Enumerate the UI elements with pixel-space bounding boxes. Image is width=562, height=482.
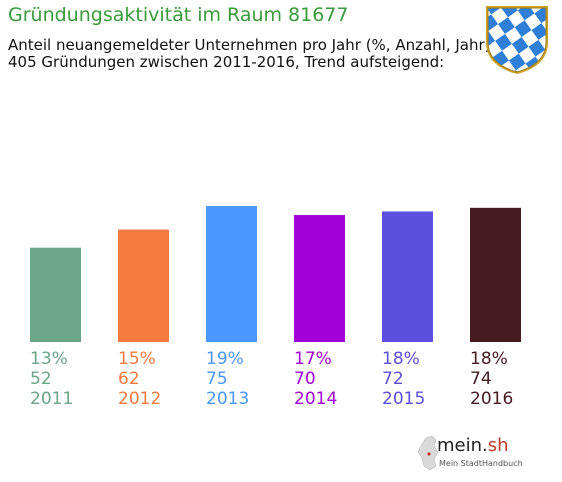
- value-label-2012: 62: [118, 369, 140, 389]
- percent-label-2012: 15%: [118, 349, 156, 369]
- chart-subtitle-line1: Anteil neuangemeldeter Unternehmen pro J…: [8, 36, 491, 54]
- value-label-2014: 70: [294, 369, 316, 389]
- bar-2016: [470, 207, 521, 342]
- percent-label-2016: 18%: [470, 349, 508, 369]
- percent-label-2013: 19%: [206, 349, 244, 369]
- brand-name-main: mein.: [437, 435, 488, 456]
- bar-2013: [206, 206, 257, 342]
- value-label-2015: 72: [382, 369, 404, 389]
- percent-label-2015: 18%: [382, 349, 420, 369]
- bar-2014: [294, 215, 345, 342]
- value-label-2013: 75: [206, 369, 228, 389]
- category-label-2011: 2011: [30, 389, 73, 409]
- bar-2011: [30, 247, 81, 342]
- germany-map-icon: [417, 435, 439, 471]
- brand-name-accent: sh: [487, 435, 509, 456]
- bar-2015: [382, 211, 433, 342]
- chart-title: Gründungsaktivität im Raum 81677: [8, 4, 349, 26]
- category-label-2012: 2012: [118, 389, 161, 409]
- percent-label-2011: 13%: [30, 349, 68, 369]
- bar-2012: [118, 229, 169, 342]
- value-label-2011: 52: [30, 369, 52, 389]
- category-label-2013: 2013: [206, 389, 249, 409]
- category-label-2016: 2016: [470, 389, 513, 409]
- category-label-2014: 2014: [294, 389, 337, 409]
- chart-subtitle-line2: 405 Gründungen zwischen 2011-2016, Trend…: [8, 53, 445, 71]
- value-label-2016: 74: [470, 369, 492, 389]
- percent-label-2014: 17%: [294, 349, 332, 369]
- brand-tagline: Mein StadtHandbuch: [439, 459, 523, 468]
- bavarian-lozenge-crest-icon: [486, 6, 548, 74]
- brand-name: mein.sh: [437, 435, 509, 456]
- category-label-2015: 2015: [382, 389, 425, 409]
